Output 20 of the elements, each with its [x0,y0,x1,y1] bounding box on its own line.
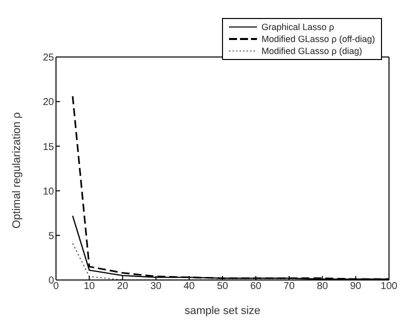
x-tick-label: 50 [216,281,228,292]
y-tick-label: 15 [42,142,54,153]
x-tick-label: 10 [84,281,96,292]
y-tick-label: 10 [42,186,54,198]
x-tick-label: 100 [380,281,398,292]
x-tick-label: 80 [316,281,328,292]
y-tick-label: 20 [42,97,54,108]
x-tick-label: 70 [284,281,296,292]
x-axis-title: sample set size [184,305,260,317]
y-axis-title: Optimal regularization ρ [10,112,23,228]
x-tick-label: 20 [117,281,129,292]
x-tick-label: 30 [150,281,162,292]
x-tick-label: 90 [350,281,362,292]
y-tick-label: 5 [48,230,54,242]
x-tick-label: 40 [184,281,196,292]
legend-label: Graphical Lasso ρ [261,21,334,33]
legend-label: Modified GLasso ρ (diag) [261,45,362,57]
y-tick-label: 25 [42,52,54,64]
x-tick-label: 60 [250,281,262,292]
legend-label: Modified GLasso ρ (off-diag) [261,33,375,45]
